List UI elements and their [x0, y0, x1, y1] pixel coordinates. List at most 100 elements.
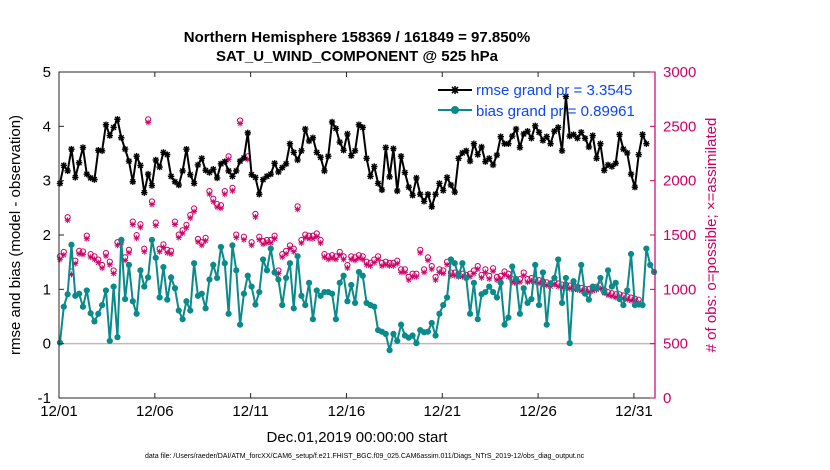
rmse-point: [64, 167, 71, 175]
rmse-point: [351, 147, 359, 154]
rmse-point: [413, 174, 420, 182]
rmse-point: [98, 147, 106, 154]
bias-point: [282, 274, 290, 282]
bias-point: [217, 243, 225, 251]
rmse-point: [401, 169, 409, 176]
rmse-point: [474, 151, 481, 158]
bias-point: [114, 334, 121, 341]
rmse-point-stroke: [490, 162, 496, 168]
rmse-point: [555, 124, 562, 131]
rmse-point-stroke: [432, 191, 439, 198]
bias-point: [99, 301, 106, 309]
rmse-point: [298, 147, 305, 154]
legend-entry-bias: bias grand pr = 0.89961: [438, 103, 635, 120]
bias-point: [210, 261, 217, 268]
obs-assimilated-marker: [221, 191, 228, 198]
obs-assimilated-stroke: [95, 260, 101, 266]
bias-point: [440, 301, 447, 309]
rmse-point: [470, 140, 478, 147]
x-axis-label: Dec.01,2019 00:00:00 start: [267, 429, 449, 446]
obs-assimilated-stroke: [226, 156, 232, 162]
rmse-point: [547, 140, 554, 147]
rmse-point: [259, 176, 267, 183]
rmse-point: [221, 158, 228, 165]
rmse-point-stroke: [428, 203, 435, 210]
bias-point: [252, 301, 259, 308]
rmse-point-stroke: [83, 171, 90, 178]
rmse-point-stroke: [421, 198, 427, 205]
bias-point: [214, 274, 221, 282]
obs-assimilated-stroke: [390, 263, 396, 269]
rmse-point: [271, 160, 278, 167]
obs-assimilated-marker: [486, 275, 493, 282]
obs-assimilated-marker: [501, 271, 508, 278]
rmse-point-stroke: [248, 171, 255, 178]
rmse-point-stroke: [463, 147, 470, 154]
bias-point: [202, 305, 209, 312]
rmse-point-stroke: [110, 124, 117, 131]
obs-assimilated-stroke: [241, 237, 247, 243]
bias-point: [551, 274, 558, 282]
obs-assimilated-stroke: [145, 119, 151, 125]
y-axis-left-label: rmse and bias (model - observation): [7, 115, 24, 355]
bias-point: [390, 330, 397, 337]
rmse-point-stroke: [317, 154, 324, 161]
obs-assimilated-stroke: [99, 265, 105, 271]
obs-assimilated-stroke: [229, 188, 235, 194]
obs-assimilated-stroke: [486, 276, 492, 282]
rmse-point-stroke: [570, 131, 577, 138]
obs-assimilated-stroke: [272, 236, 278, 242]
bias-point: [355, 268, 363, 276]
rmse-point-stroke: [375, 180, 381, 187]
obs-assimilated-marker: [608, 293, 615, 300]
rmse-point: [198, 155, 205, 162]
rmse-point: [532, 122, 539, 129]
rmse-point-stroke: [325, 153, 332, 160]
rmse-point: [409, 192, 416, 199]
rmse-point: [417, 191, 424, 198]
rmse-point-stroke: [344, 131, 351, 137]
bias-point: [474, 316, 481, 323]
bias-point: [547, 280, 554, 287]
bias-point: [64, 291, 71, 298]
rmse-point: [574, 135, 581, 142]
bias-point: [206, 276, 213, 283]
bias-point: [459, 260, 466, 267]
obs-assimilated-stroke: [206, 191, 212, 197]
bias-point: [597, 274, 604, 282]
bias-point: [221, 260, 228, 267]
bias-point: [451, 260, 458, 267]
obs-assimilated-stroke: [291, 249, 297, 255]
bias-point: [616, 296, 623, 303]
rmse-point-stroke: [195, 162, 201, 168]
rmse-point-stroke: [160, 149, 167, 156]
bias-point: [183, 298, 190, 305]
bias-point: [348, 281, 355, 289]
bias-point: [647, 261, 654, 268]
obs-assimilated-marker: [110, 270, 117, 277]
bias-point: [486, 283, 493, 290]
rmse-point: [60, 162, 67, 169]
rmse-point: [489, 161, 497, 169]
bias-point: [156, 294, 163, 301]
bias-point: [436, 310, 443, 317]
rmse-point: [225, 167, 232, 175]
bias-point: [639, 301, 646, 309]
bias-point: [267, 245, 274, 252]
bias-point: [133, 310, 140, 317]
bias-point: [95, 310, 102, 317]
obs-assimilated-marker: [298, 240, 305, 247]
rmse-point-stroke: [87, 175, 94, 181]
obs-assimilated-marker: [202, 237, 209, 244]
rmse-point-stroke: [302, 126, 309, 132]
obs-assimilated-stroke: [471, 270, 477, 276]
obs-assimilated-stroke: [103, 253, 109, 259]
obs-assimilated-marker: [60, 251, 67, 258]
bias-point: [225, 310, 232, 317]
x-tick-label: 12/11: [232, 403, 268, 420]
rmse-point: [397, 153, 405, 160]
bias-point: [470, 279, 478, 286]
y-axis-left: -1 0 1 2 3 4 5: [38, 64, 64, 407]
rmse-point: [455, 155, 462, 162]
legend: rmse grand pr = 3.3545 bias grand pr = 0…: [438, 82, 635, 120]
